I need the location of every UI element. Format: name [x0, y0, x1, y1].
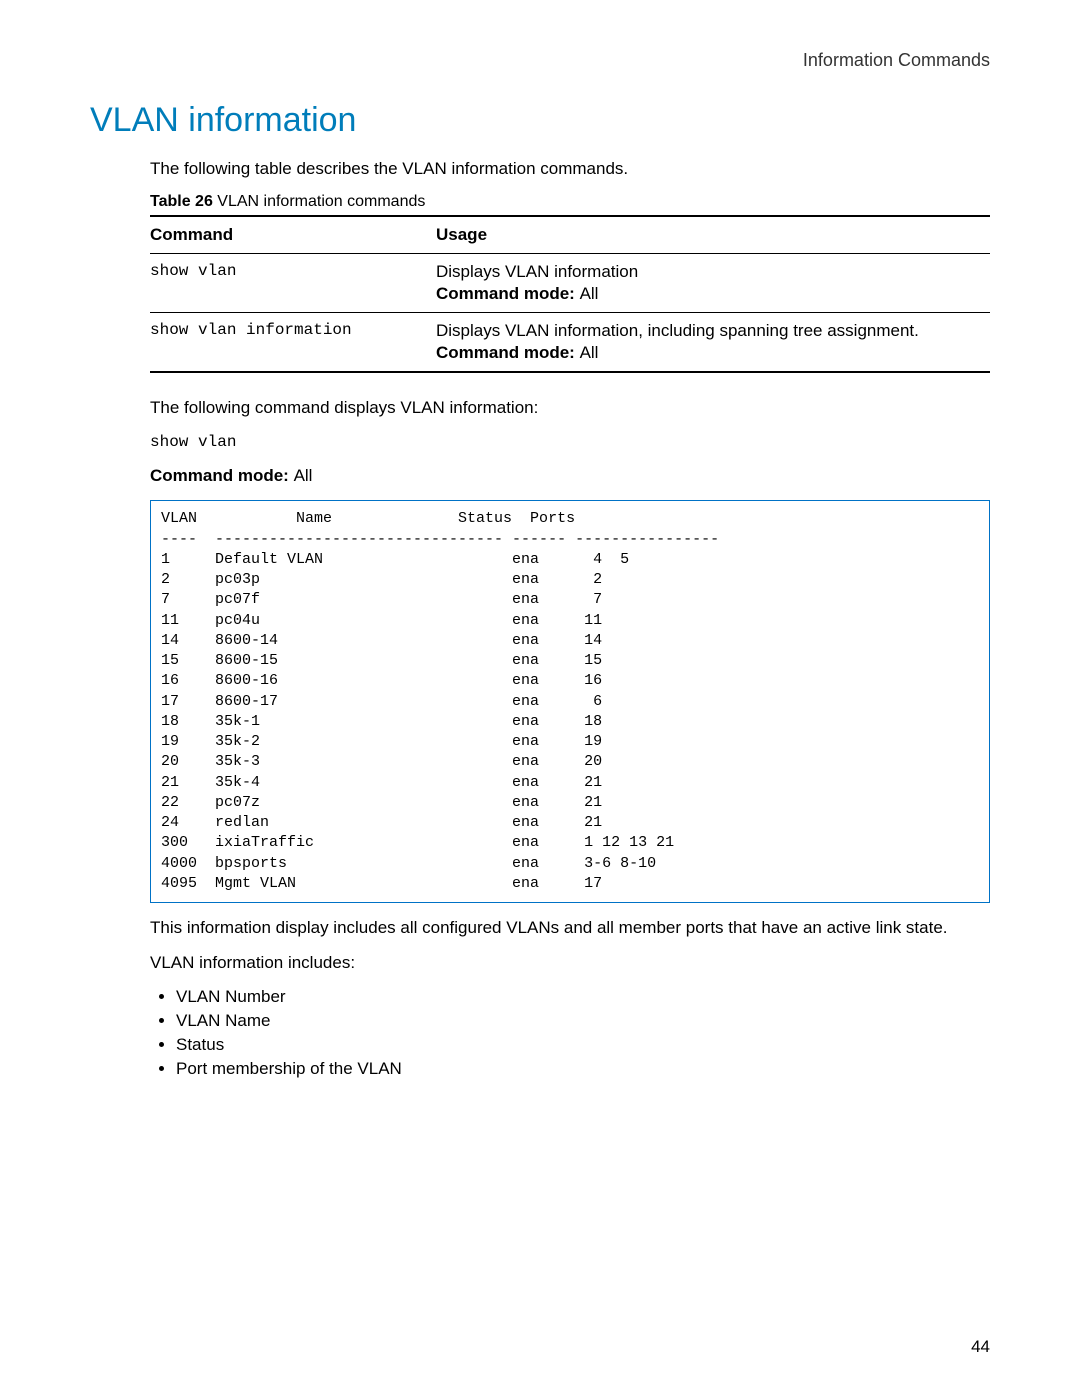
command-mode-value: All [294, 466, 313, 485]
table-caption-text: VLAN information commands [213, 193, 426, 210]
table-cell-usage: Displays VLAN information, including spa… [436, 312, 990, 372]
table-header-command: Command [150, 216, 436, 254]
command-mode-label: Command mode: [436, 284, 580, 303]
table-caption: Table 26 VLAN information commands [150, 193, 990, 211]
command-mode-line: Command mode: All [150, 465, 990, 488]
command-table: Command Usage show vlan Displays VLAN in… [150, 215, 990, 373]
list-item: Port membership of the VLAN [176, 1059, 990, 1079]
page-header: Information Commands [90, 50, 990, 71]
terminal-output: VLAN Name Status Ports ---- ------------… [150, 500, 990, 903]
page: Information Commands VLAN information Th… [0, 0, 1080, 1397]
list-item: VLAN Name [176, 1011, 990, 1031]
info-list: VLAN Number VLAN Name Status Port member… [150, 987, 990, 1079]
paragraph: This information display includes all co… [150, 917, 990, 940]
section-title: VLAN information [90, 101, 990, 140]
list-item: Status [176, 1035, 990, 1055]
paragraph: The following command displays VLAN info… [150, 397, 990, 420]
intro-paragraph: The following table describes the VLAN i… [150, 158, 990, 181]
list-item: VLAN Number [176, 987, 990, 1007]
usage-description: Displays VLAN information [436, 262, 984, 282]
table-header-usage: Usage [436, 216, 990, 254]
page-number: 44 [971, 1337, 990, 1357]
command-mode-label: Command mode: [436, 343, 580, 362]
command-mode-label: Command mode: [150, 466, 294, 485]
table-row: show vlan information Displays VLAN info… [150, 312, 990, 372]
command-mode-value: All [580, 284, 599, 303]
content-body: The following table describes the VLAN i… [150, 158, 990, 1079]
command-example: show vlan [150, 432, 990, 454]
table-cell-command: show vlan information [150, 312, 436, 372]
command-mode-value: All [580, 343, 599, 362]
table-row: show vlan Displays VLAN information Comm… [150, 253, 990, 312]
table-cell-usage: Displays VLAN information Command mode: … [436, 253, 990, 312]
table-cell-command: show vlan [150, 253, 436, 312]
paragraph: VLAN information includes: [150, 952, 990, 975]
table-caption-label: Table 26 [150, 193, 213, 210]
usage-description: Displays VLAN information, including spa… [436, 321, 984, 341]
